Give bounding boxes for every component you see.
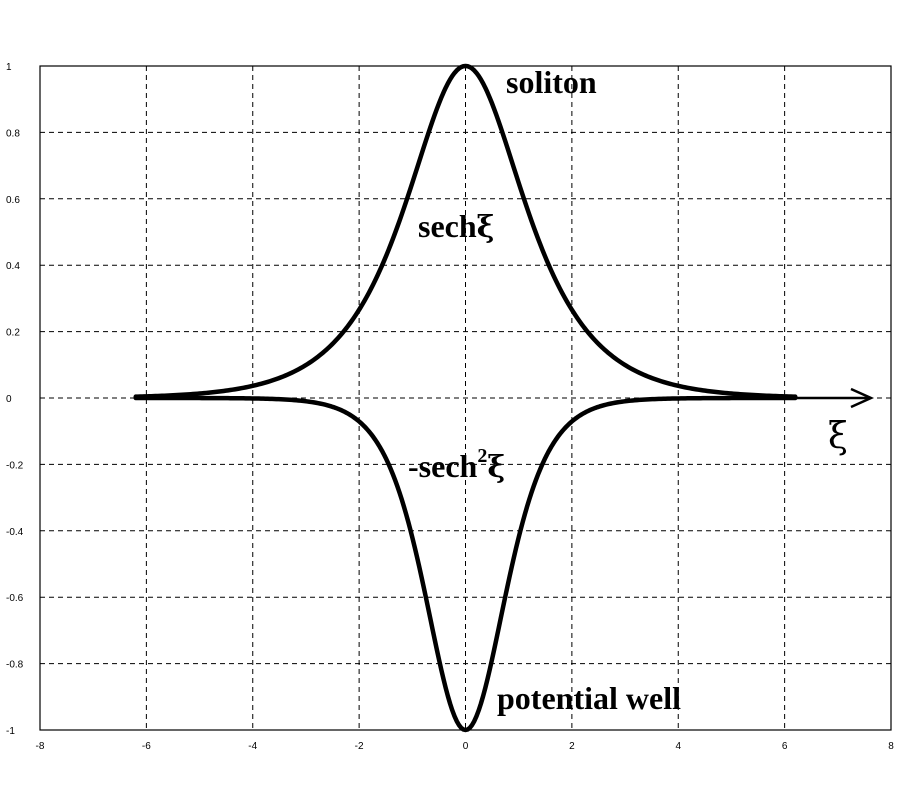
y-tick-label: 0.4 bbox=[6, 261, 20, 272]
sech-label-base: sech bbox=[418, 208, 477, 244]
sech-label: sechξ bbox=[418, 208, 494, 245]
neg-sech2-label-base: -sech bbox=[408, 448, 478, 484]
x-tick-label: 2 bbox=[569, 741, 575, 752]
y-tick-label: 0.2 bbox=[6, 328, 20, 339]
x-tick-label: 0 bbox=[463, 741, 469, 752]
x-tick-label: -2 bbox=[355, 741, 364, 752]
tick-labels: -8 -6 -4 -2 0 2 4 6 8 1 0.8 0.6 0.4 0.2 0 -0.2 -0.4 -0.6 -… bbox=[6, 62, 894, 752]
sech-curve bbox=[133, 63, 798, 399]
y-tick-label: 0 bbox=[6, 394, 12, 405]
y-tick-label: -0.8 bbox=[6, 660, 24, 671]
y-tick-label: 0.6 bbox=[6, 195, 20, 206]
neg-sech2-label-sup: 2 bbox=[477, 445, 487, 467]
neg-sech2-label: -sech2ξ bbox=[408, 445, 505, 485]
y-tick-label: -1 bbox=[6, 726, 15, 737]
curves bbox=[133, 63, 798, 733]
x-tick-label: -8 bbox=[36, 741, 45, 752]
neg-sech2-label-xi: ξ bbox=[487, 450, 505, 485]
y-tick-label: -0.6 bbox=[6, 593, 24, 604]
soliton-label: soliton bbox=[506, 64, 597, 100]
y-tick-label: -0.2 bbox=[6, 460, 24, 471]
grid-lines bbox=[40, 66, 891, 730]
sech-label-xi: ξ bbox=[477, 210, 495, 245]
y-tick-label: 1 bbox=[6, 62, 12, 73]
neg-sech2-curve bbox=[133, 395, 798, 733]
x-tick-label: -6 bbox=[142, 741, 151, 752]
x-tick-label: 8 bbox=[888, 741, 894, 752]
x-tick-label: 4 bbox=[675, 741, 681, 752]
x-tick-label: 6 bbox=[782, 741, 788, 752]
potential-well-label: potential well bbox=[497, 680, 681, 716]
x-axis-arrow-head bbox=[850, 387, 875, 409]
y-tick-label: 0.8 bbox=[6, 128, 20, 139]
x-axis-arrow bbox=[795, 387, 875, 409]
x-tick-label: -4 bbox=[248, 741, 257, 752]
y-tick-label: -0.4 bbox=[6, 527, 24, 538]
x-axis-label: ξ bbox=[828, 416, 848, 457]
